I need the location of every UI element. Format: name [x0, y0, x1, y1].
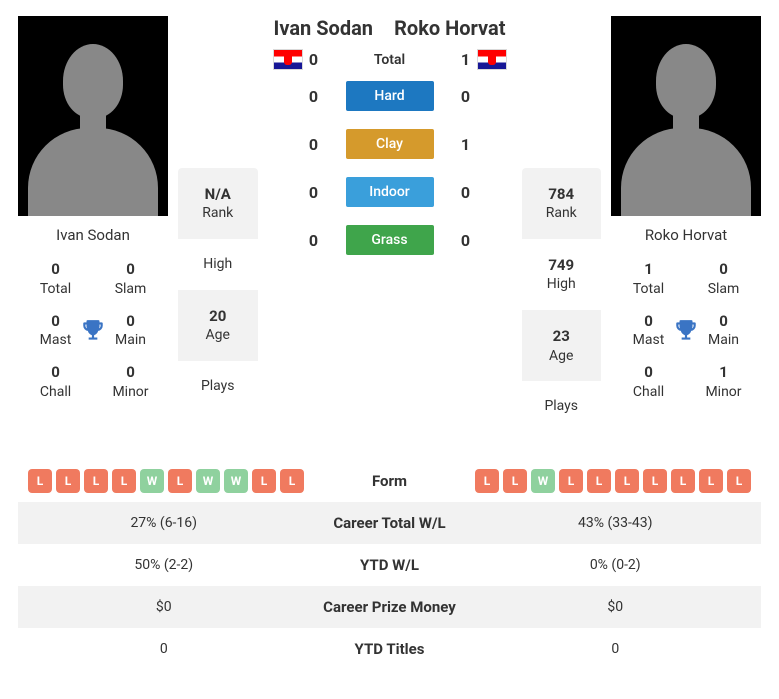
row-career-wl: 27% (6-16) Career Total W/L 43% (33-43) [18, 502, 761, 544]
row-ytd-wl: 50% (2-2) YTD W/L 0% (0-2) [18, 544, 761, 586]
form-win[interactable]: W [224, 469, 248, 493]
form-loss[interactable]: L [615, 469, 639, 493]
player2-card: Roko Horvat 1Total 0Slam 0Mast 0Main 0Ch… [611, 16, 761, 411]
h2h-center: Ivan Sodan Roko Horvat 0 Total 1 0 Hard … [268, 16, 512, 273]
h2h-total-row: 0 Total 1 [302, 50, 478, 69]
comparison-table: LLLLWLWWLL Form LLWLLLLLLL 27% (6-16) Ca… [18, 460, 761, 670]
surface-indoor[interactable]: Indoor [346, 177, 434, 207]
stat-main: 0Main [686, 312, 761, 350]
player2-name-label: Roko Horvat [611, 216, 761, 254]
player1-name-big[interactable]: Ivan Sodan [274, 16, 374, 40]
stat-total: 1Total [611, 260, 686, 298]
info-age: 20Age [178, 290, 258, 361]
form-loss[interactable]: L [28, 469, 52, 493]
stat-chall: 0Chall [18, 363, 93, 401]
form-loss[interactable]: L [559, 469, 583, 493]
surface-grass[interactable]: Grass [346, 225, 434, 255]
form-loss[interactable]: L [252, 469, 276, 493]
stat-mast: 0Mast [611, 312, 686, 350]
player1-card: Ivan Sodan 0Total 0Slam 0Mast 0Main 0Cha… [18, 16, 168, 411]
stat-minor: 1Minor [686, 363, 761, 401]
info-plays: Plays [178, 361, 258, 412]
form-win[interactable]: W [196, 469, 220, 493]
form-loss[interactable]: L [699, 469, 723, 493]
info-rank: 784Rank [522, 168, 602, 239]
player1-info-col: N/ARank High 20Age Plays [178, 168, 258, 412]
croatia-flag-icon [274, 50, 302, 69]
form-loss[interactable]: L [56, 469, 80, 493]
form-loss[interactable]: L [280, 469, 304, 493]
row-prize: $0 Career Prize Money $0 [18, 586, 761, 628]
form-loss[interactable]: L [503, 469, 527, 493]
form-loss[interactable]: L [168, 469, 192, 493]
surface-clay[interactable]: Clay [346, 129, 434, 159]
h2h-hard-row: 0 Hard 0 [268, 81, 512, 111]
form-loss[interactable]: L [475, 469, 499, 493]
stat-slam: 0Slam [93, 260, 168, 298]
info-rank: N/ARank [178, 168, 258, 239]
form-loss[interactable]: L [587, 469, 611, 493]
player2-form: LLWLLLLLLL [475, 469, 751, 493]
h2h-total-p2: 1 [454, 50, 478, 69]
form-label: Form [304, 472, 475, 490]
player2-name-big[interactable]: Roko Horvat [394, 16, 505, 40]
names-row: Ivan Sodan Roko Horvat [268, 16, 512, 40]
form-loss[interactable]: L [112, 469, 136, 493]
player1-titles-grid: 0Total 0Slam 0Mast 0Main 0Chall 0Minor [18, 254, 168, 411]
silhouette-icon [38, 36, 148, 216]
flags-h2h-total: 0 Total 1 [268, 50, 512, 69]
info-high: High [178, 239, 258, 290]
stat-slam: 0Slam [686, 260, 761, 298]
form-loss[interactable]: L [727, 469, 751, 493]
player1-name-label: Ivan Sodan [18, 216, 168, 254]
info-age: 23Age [522, 310, 602, 381]
surface-hard[interactable]: Hard [346, 81, 434, 111]
form-loss[interactable]: L [643, 469, 667, 493]
form-loss[interactable]: L [84, 469, 108, 493]
row-ytd-titles: 0 YTD Titles 0 [18, 628, 761, 670]
player2-info-col: 784Rank 749High 23Age Plays [522, 168, 602, 432]
player2-titles-grid: 1Total 0Slam 0Mast 0Main 0Chall 1Minor [611, 254, 761, 411]
row-form: LLLLWLWWLL Form LLWLLLLLLL [18, 460, 761, 502]
stat-total: 0Total [18, 260, 93, 298]
stat-main: 0Main [93, 312, 168, 350]
stat-chall: 0Chall [611, 363, 686, 401]
h2h-total-p1: 0 [302, 50, 326, 69]
form-loss[interactable]: L [671, 469, 695, 493]
silhouette-icon [631, 36, 741, 216]
form-win[interactable]: W [531, 469, 555, 493]
form-win[interactable]: W [140, 469, 164, 493]
stat-minor: 0Minor [93, 363, 168, 401]
info-high: 749High [522, 239, 602, 310]
info-plays: Plays [522, 381, 602, 432]
h2h-grass-row: 0 Grass 0 [268, 225, 512, 255]
player2-photo [611, 16, 761, 216]
h2h-indoor-row: 0 Indoor 0 [268, 177, 512, 207]
h2h-clay-row: 0 Clay 1 [268, 129, 512, 159]
croatia-flag-icon [478, 50, 506, 69]
stat-mast: 0Mast [18, 312, 93, 350]
player1-photo [18, 16, 168, 216]
h2h-total-label: Total [346, 52, 434, 68]
player1-form: LLLLWLWWLL [28, 469, 304, 493]
top-section: Ivan Sodan 0Total 0Slam 0Mast 0Main 0Cha… [18, 16, 761, 432]
